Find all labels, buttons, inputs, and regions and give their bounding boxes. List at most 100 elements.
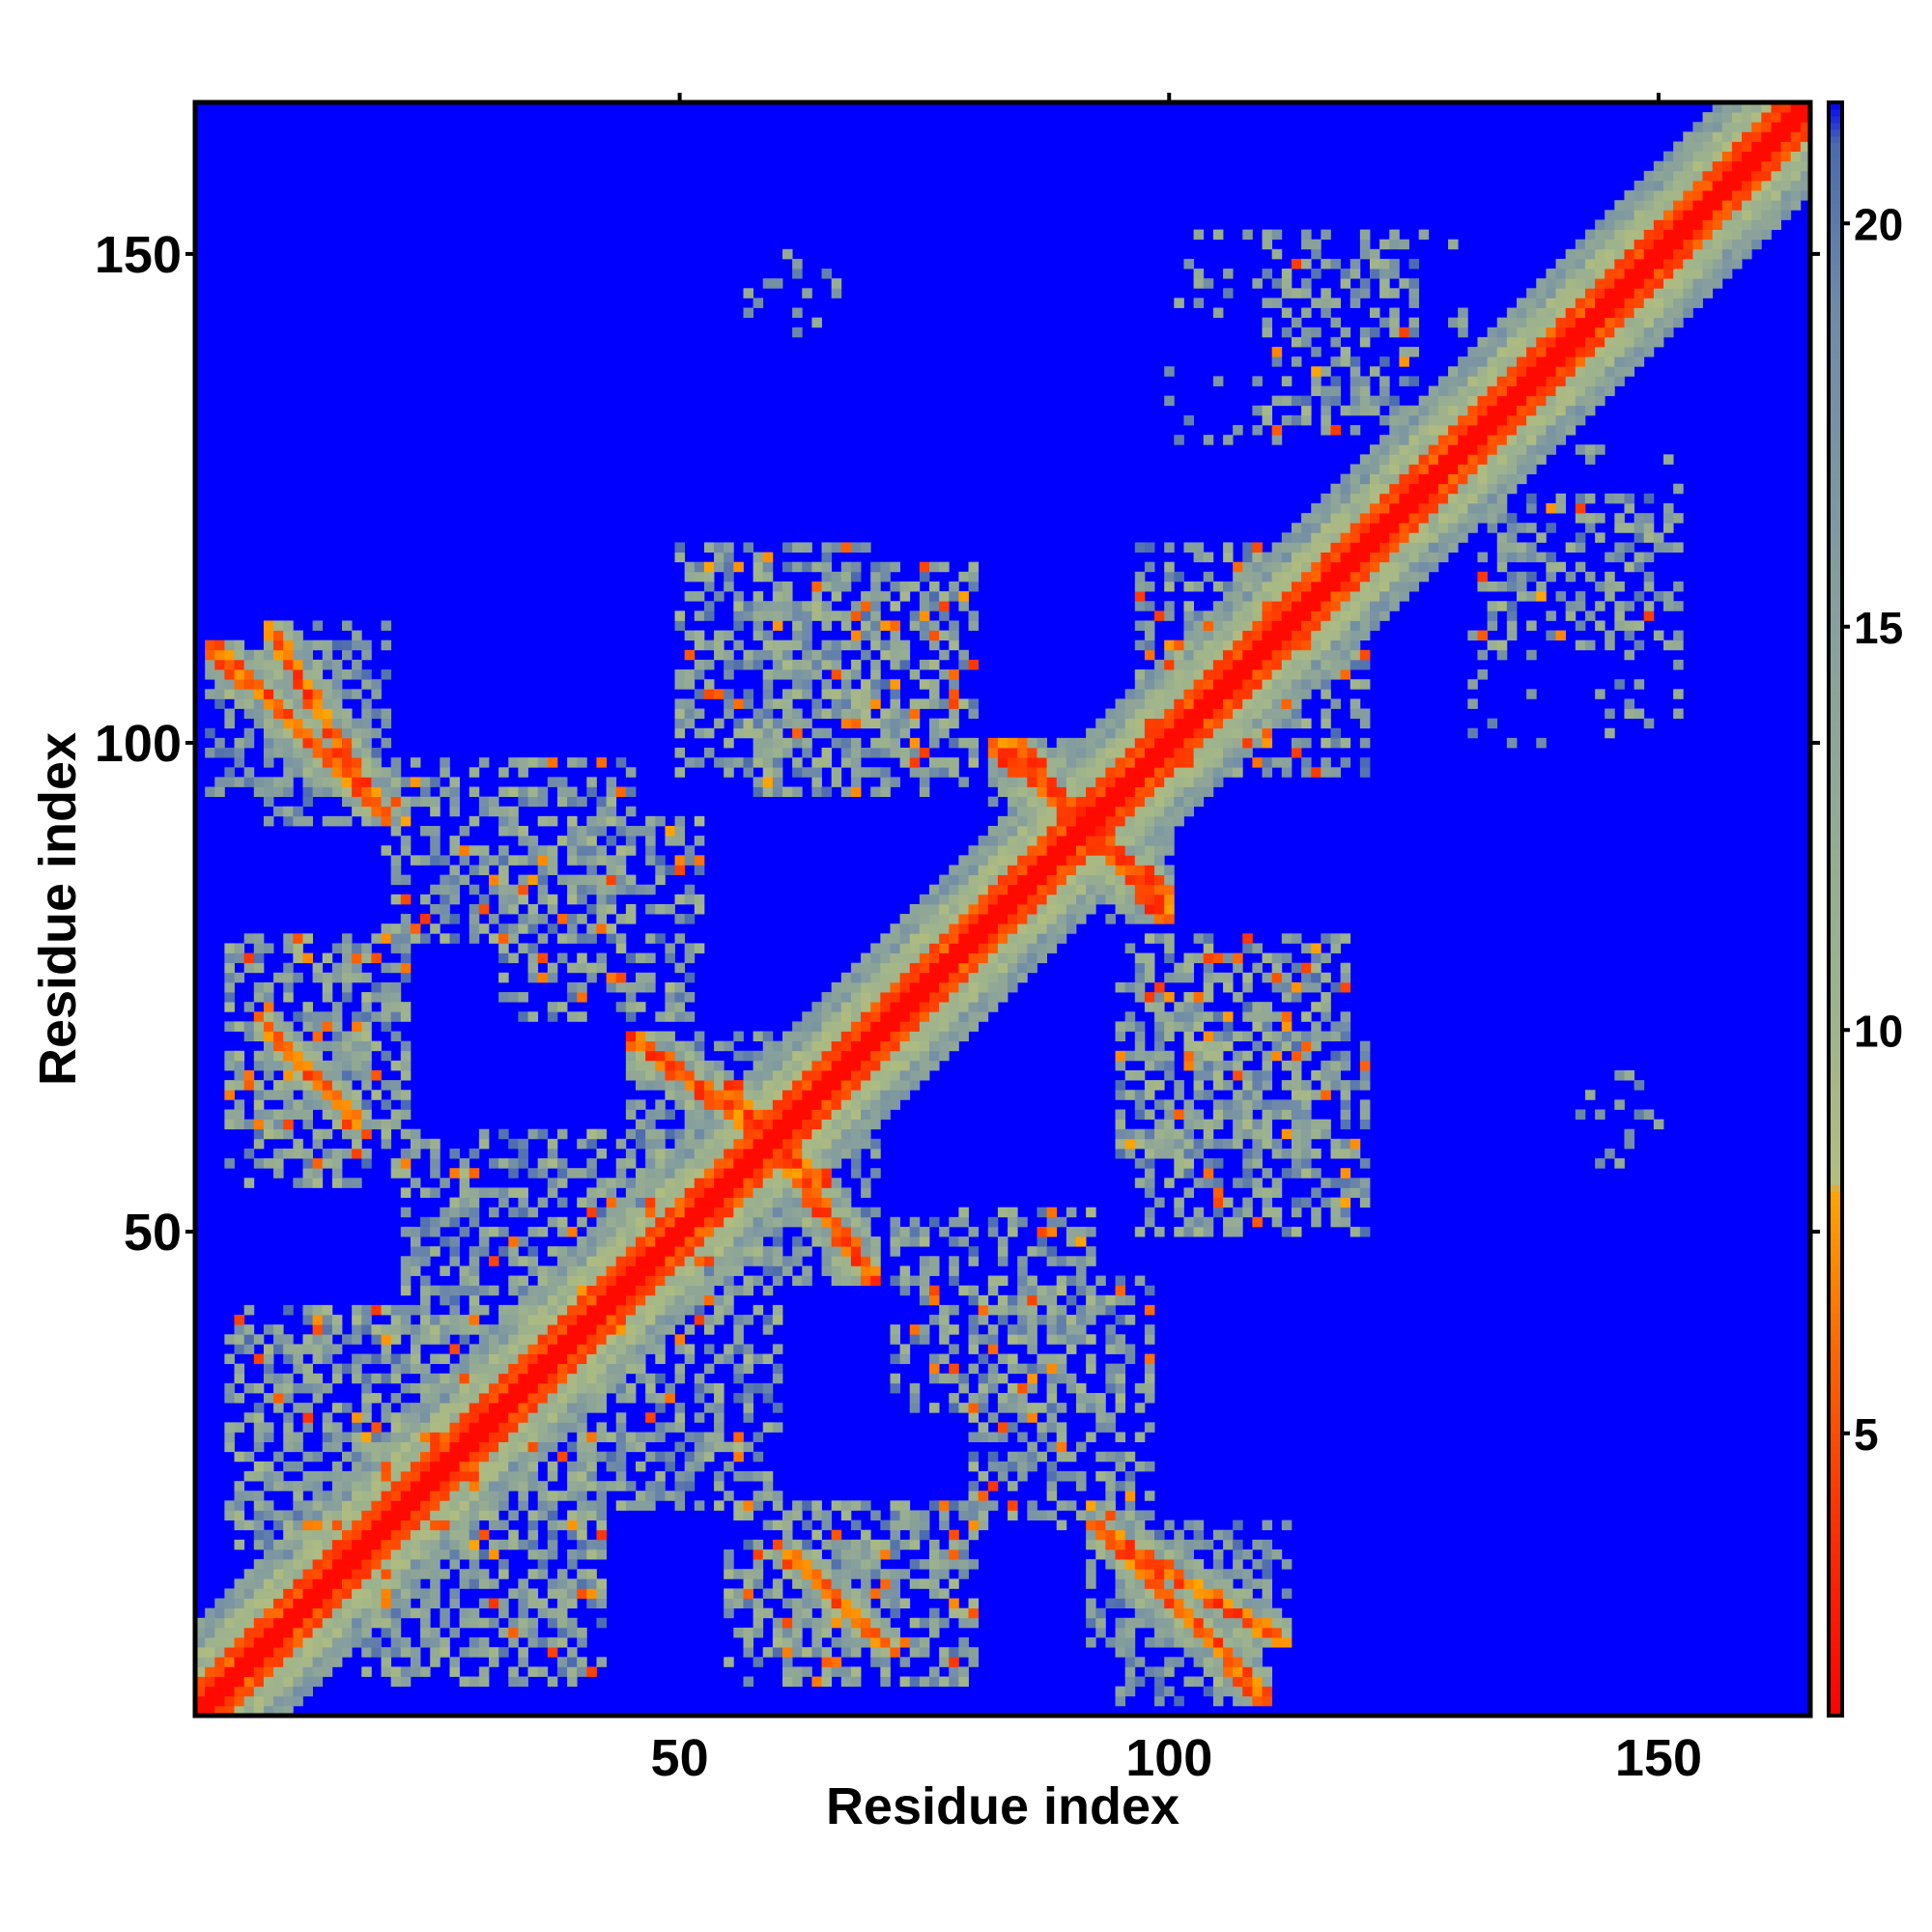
heatmap-cell [880, 992, 891, 1003]
heatmap-cell [390, 767, 402, 778]
heatmap-cell [469, 1559, 480, 1570]
heatmap-cell [205, 669, 215, 680]
heatmap-cell [968, 923, 980, 934]
heatmap-cell [880, 1637, 891, 1648]
heatmap-cell [371, 1539, 382, 1550]
heatmap-cell [958, 649, 969, 661]
heatmap-cell [684, 669, 696, 680]
heatmap-cell [331, 972, 343, 983]
heatmap-cell [577, 1432, 587, 1442]
heatmap-cell [577, 1569, 587, 1579]
heatmap-cell [498, 943, 509, 953]
heatmap-cell [606, 865, 617, 875]
heatmap-cell [733, 1080, 744, 1091]
heatmap-cell [420, 1491, 431, 1501]
heatmap-cell [694, 630, 705, 641]
heatmap-cell [518, 1304, 528, 1316]
heatmap-cell [792, 542, 803, 553]
heatmap-cell [410, 796, 421, 808]
heatmap-cell [342, 1520, 353, 1531]
heatmap-cell [850, 777, 862, 787]
heatmap-cell [527, 757, 539, 768]
heatmap-cell [253, 1559, 265, 1570]
heatmap-cell [205, 649, 215, 661]
heatmap-cell [214, 1705, 225, 1717]
heatmap-cell [1037, 767, 1047, 778]
heatmap-cell [997, 1422, 1009, 1433]
heatmap-cell [361, 1315, 372, 1325]
heatmap-cell [1056, 1373, 1067, 1384]
heatmap-cell [949, 1256, 959, 1266]
heatmap-cell [1086, 1363, 1096, 1375]
heatmap-cell [390, 1578, 402, 1589]
heatmap-cell [518, 1451, 528, 1463]
heatmap-cell [968, 581, 980, 592]
heatmap-cell [440, 1461, 450, 1472]
heatmap-cell [556, 1158, 568, 1169]
heatmap-cell [508, 1676, 519, 1688]
heatmap-cell [556, 1353, 568, 1365]
heatmap-cell [821, 601, 833, 611]
heatmap-cell [850, 1021, 862, 1032]
heatmap-cell [861, 1138, 871, 1150]
heatmap-cell [880, 1598, 891, 1609]
heatmap-cell [302, 748, 313, 758]
heatmap-cell [694, 1315, 705, 1325]
heatmap-cell [792, 1080, 803, 1091]
heatmap-cell [352, 1520, 362, 1531]
heatmap-cell [527, 1529, 539, 1541]
heatmap-cell [1017, 923, 1028, 934]
heatmap-cell [850, 1050, 862, 1062]
heatmap-cell [939, 1510, 950, 1520]
heatmap-cell [840, 1070, 852, 1081]
heatmap-cell [449, 1285, 460, 1296]
heatmap-cell [811, 1060, 822, 1071]
heatmap-cell [850, 981, 862, 993]
heatmap-cell [645, 1324, 656, 1335]
heatmap-cell [459, 1539, 470, 1550]
heatmap-cell [1017, 933, 1028, 944]
heatmap-cell [792, 1256, 803, 1266]
heatmap-cell [753, 737, 764, 749]
heatmap-cell [390, 874, 402, 886]
heatmap-cell [762, 1050, 774, 1062]
heatmap-cell [1065, 1315, 1077, 1325]
heatmap-cell [684, 943, 696, 953]
heatmap-cell [537, 1548, 549, 1560]
heatmap-cell [1046, 1412, 1058, 1423]
heatmap-cell [615, 1441, 627, 1453]
heatmap-cell [782, 649, 793, 661]
heatmap-cell [802, 1128, 812, 1140]
heatmap-cell [1056, 874, 1067, 886]
heatmap-cell [850, 698, 862, 709]
heatmap-cell [263, 649, 274, 661]
heatmap-cell [743, 1569, 753, 1579]
heatmap-cell [293, 1548, 303, 1560]
heatmap-cell [537, 894, 549, 905]
heatmap-cell [410, 1529, 421, 1541]
heatmap-cell [508, 1412, 519, 1423]
heatmap-cell [537, 1315, 549, 1325]
heatmap-cell [586, 1246, 597, 1257]
heatmap-cell [381, 1548, 392, 1560]
heatmap-cell [273, 639, 284, 651]
heatmap-cell [694, 1441, 705, 1453]
heatmap-cell [352, 1040, 362, 1052]
heatmap-cell [792, 327, 803, 338]
heatmap-cell [724, 1109, 734, 1120]
heatmap-cell [273, 786, 284, 797]
heatmap-cell [342, 815, 353, 827]
heatmap-cell [821, 269, 833, 279]
heatmap-cell [753, 561, 764, 573]
heatmap-cell [1076, 796, 1087, 808]
heatmap-cell [331, 815, 343, 827]
heatmap-cell [987, 914, 999, 924]
heatmap-cell [381, 1666, 392, 1677]
heatmap-cell [508, 806, 519, 817]
heatmap-cell [762, 1119, 774, 1130]
heatmap-cell [939, 894, 950, 905]
heatmap-cell [665, 1256, 675, 1266]
heatmap-cell [243, 737, 255, 749]
heatmap-cell [381, 737, 392, 749]
heatmap-cell [606, 1353, 617, 1365]
